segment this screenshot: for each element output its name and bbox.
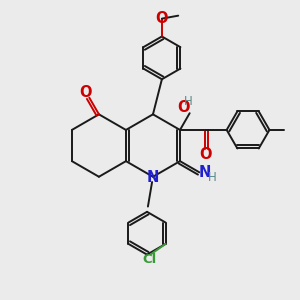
Text: N: N [147,170,159,185]
Text: N: N [199,165,211,180]
Text: O: O [156,11,168,26]
Text: H: H [184,95,193,108]
Text: O: O [177,100,189,116]
Text: O: O [199,147,211,162]
Text: Cl: Cl [142,253,156,266]
Text: O: O [80,85,92,100]
Text: H: H [207,171,216,184]
